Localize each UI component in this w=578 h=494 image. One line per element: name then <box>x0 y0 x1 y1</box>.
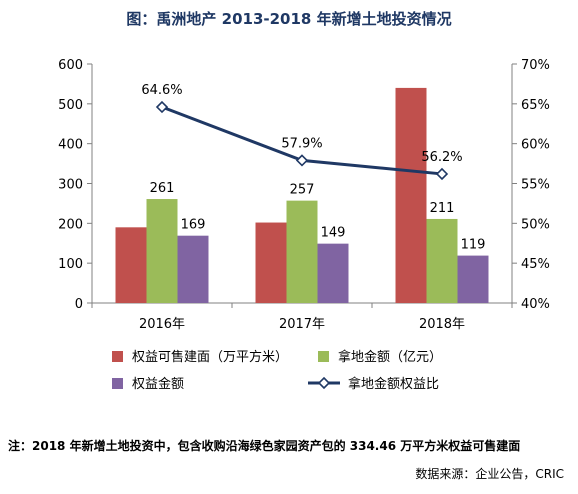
y2-tick-label: 40% <box>521 297 550 312</box>
legend-label: 拿地金额（亿元） <box>338 349 442 365</box>
bar <box>115 227 147 303</box>
legend-label: 拿地金额权益比 <box>348 376 439 392</box>
line-data-label: 64.6% <box>141 83 182 98</box>
bar-data-label: 261 <box>150 181 175 196</box>
x-tick-label: 2017年 <box>279 317 325 332</box>
legend-swatch <box>112 378 123 389</box>
bar <box>395 87 427 304</box>
axes: 0 100 200 300 400 500 600 40% 45% 50% 55% 60% 65% 70%… <box>58 58 550 332</box>
data-labels: 261 257 211 169 149 119 64.6% 57.9% 56.2% <box>141 83 485 253</box>
bar <box>286 200 318 303</box>
y2-tick-label: 45% <box>521 257 550 272</box>
bar <box>255 222 287 303</box>
bar <box>146 199 178 303</box>
line-marker <box>155 100 169 114</box>
x-tick-label: 2016年 <box>139 317 185 332</box>
bar-data-label: 211 <box>430 201 455 216</box>
bar <box>457 255 489 303</box>
bar <box>426 218 458 303</box>
source-text: 数据来源：企业公告，CRIC <box>415 467 564 481</box>
y-tick-label: 200 <box>58 217 83 232</box>
y2-tick-label: 50% <box>521 217 550 232</box>
bar-data-label: 119 <box>461 238 486 253</box>
legend: 权益可售建面（万平方米） 拿地金额（亿元） 权益金额 拿地金额权益比 <box>112 349 442 392</box>
legend-swatch <box>318 351 329 362</box>
line-data-label: 56.2% <box>421 150 462 165</box>
bar <box>177 235 209 303</box>
x-tick-label: 2018年 <box>419 317 465 332</box>
chart-title: 图：禹洲地产 2013-2018 年新增土地投资情况 <box>126 10 452 28</box>
legend-label: 权益可售建面（万平方米） <box>132 349 288 365</box>
y2-tick-label: 70% <box>521 58 550 73</box>
bars <box>115 87 489 304</box>
line-marker <box>435 167 449 181</box>
y2-tick-label: 65% <box>521 98 550 113</box>
y-tick-label: 600 <box>58 58 83 73</box>
bar-data-label: 169 <box>181 218 206 233</box>
y2-tick-label: 60% <box>521 138 550 153</box>
footnote: 注：2018 年新增土地投资中，包含收购沿海绿色家园资产包的 334.46 万平… <box>8 439 521 453</box>
bar <box>317 243 349 303</box>
y-tick-label: 0 <box>75 297 83 312</box>
bar-data-label: 257 <box>290 183 315 198</box>
bar-data-label: 149 <box>321 226 346 241</box>
legend-swatch <box>112 351 123 362</box>
legend-marker <box>317 376 331 390</box>
line-data-label: 57.9% <box>281 136 322 151</box>
combo-chart: 0 100 200 300 400 500 600 40% 45% 50% 55% 60% 65% 70%… <box>58 58 550 392</box>
y-tick-label: 500 <box>58 98 83 113</box>
y2-tick-label: 55% <box>521 178 550 193</box>
legend-label: 权益金额 <box>132 376 184 392</box>
line-marker <box>295 154 309 167</box>
ratio-line <box>155 100 449 181</box>
y-tick-label: 400 <box>58 138 83 153</box>
y-tick-label: 300 <box>58 178 83 193</box>
y-tick-label: 100 <box>58 257 83 272</box>
